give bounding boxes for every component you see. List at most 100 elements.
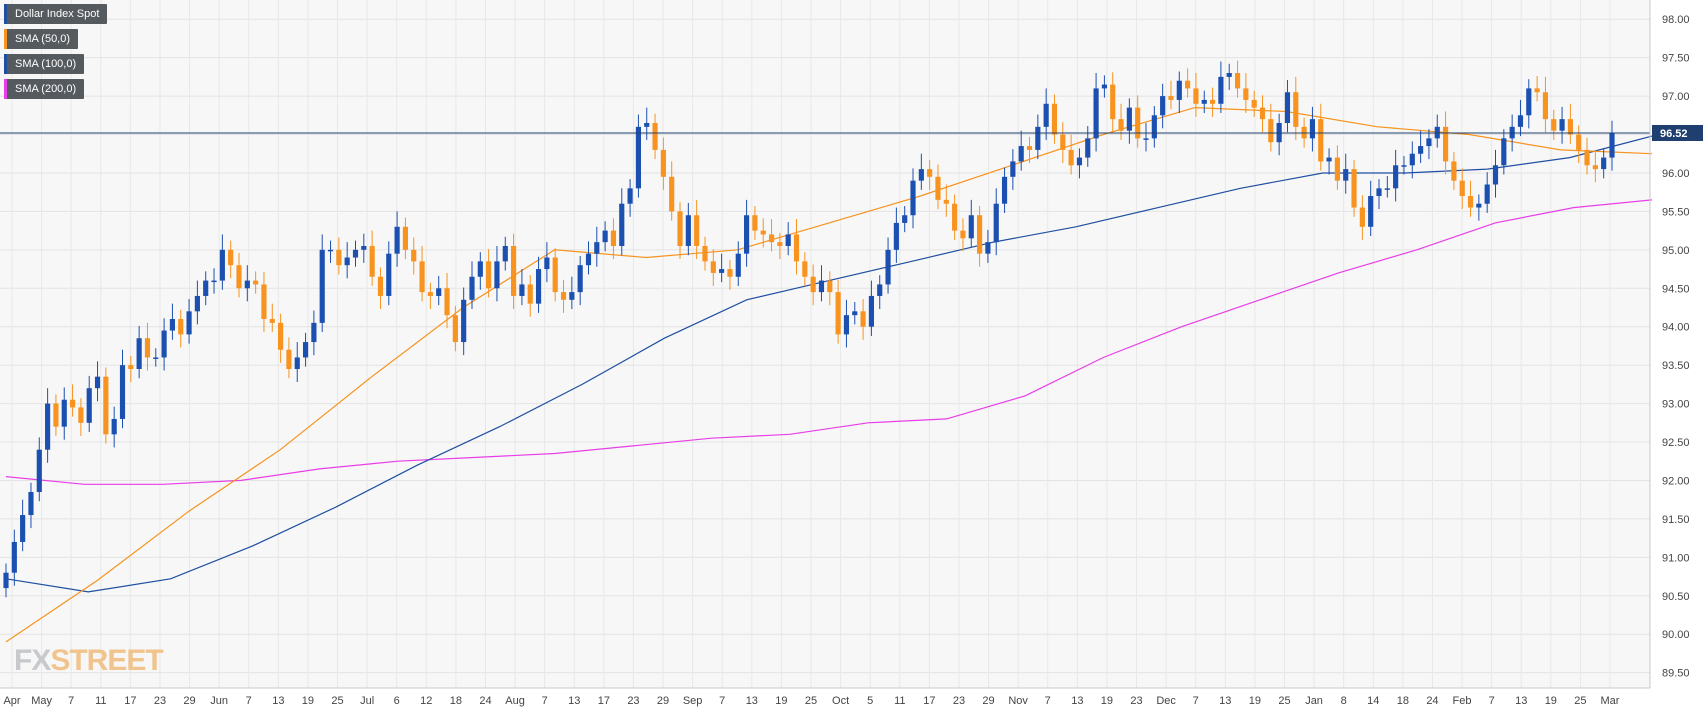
x-tick-label: 8 — [1341, 695, 1347, 707]
candle-body — [1542, 92, 1549, 120]
legend-item-sma100[interactable]: SMA (100,0) — [4, 54, 85, 74]
candle-body — [885, 249, 891, 285]
x-tick-label: 13 — [1515, 695, 1527, 707]
candle-body — [1243, 88, 1249, 100]
candle-body — [1110, 84, 1116, 120]
x-tick-label: Apr — [3, 695, 20, 707]
candle-body — [386, 253, 392, 296]
candle-body — [1018, 146, 1024, 162]
candle-body — [1143, 138, 1149, 140]
candle-body — [94, 376, 101, 389]
candle-body — [977, 215, 983, 254]
x-tick-label: 7 — [246, 695, 252, 707]
x-tick-label: Sep — [683, 695, 703, 707]
legend-swatch — [4, 79, 7, 99]
candle-body — [1309, 119, 1316, 139]
candle-body — [327, 249, 334, 252]
candle-body — [893, 222, 899, 250]
candle-body — [1517, 115, 1524, 127]
legend-label: SMA (200,0) — [15, 83, 77, 95]
candle-body — [910, 180, 916, 216]
x-tick-label: 19 — [775, 695, 787, 707]
candle-body — [1476, 203, 1482, 208]
candle-body — [128, 365, 134, 369]
x-tick-label: 6 — [394, 695, 400, 707]
candle-body — [1343, 169, 1349, 181]
candle-body — [1076, 157, 1083, 166]
candle-body — [1293, 92, 1299, 127]
grid — [0, 0, 1650, 688]
legend-item-sma50[interactable]: SMA (50,0) — [4, 29, 79, 49]
x-tick-label: 18 — [1397, 695, 1409, 707]
candle-body — [153, 357, 159, 359]
x-tick-label: Mar — [1601, 695, 1620, 707]
candle-body — [577, 265, 583, 293]
legend-item-price[interactable]: Dollar Index Spot — [4, 4, 108, 24]
candle-body — [993, 203, 999, 243]
candle-body — [411, 249, 417, 262]
candle-body — [644, 122, 650, 127]
legend-swatch — [4, 29, 7, 49]
candle-body — [710, 261, 716, 273]
x-tick-label: 23 — [627, 695, 639, 707]
x-tick-label: 17 — [124, 695, 136, 707]
candle-body — [1268, 119, 1274, 143]
candle-body — [1451, 161, 1457, 181]
x-tick-label: 13 — [746, 695, 758, 707]
candle-body — [494, 261, 500, 289]
candle-body — [560, 292, 567, 300]
y-tick-label: 97.50 — [1662, 53, 1690, 65]
candle-body — [918, 169, 924, 181]
y-axis: 98.0097.5097.0096.5096.0095.5095.0094.50… — [1649, 0, 1690, 688]
candle-body — [685, 215, 691, 246]
candle-body — [61, 399, 67, 427]
x-tick-label: 19 — [1249, 695, 1261, 707]
legend-item-sma200[interactable]: SMA (200,0) — [4, 79, 85, 99]
candle-body — [860, 311, 866, 327]
x-tick-label: 19 — [302, 695, 314, 707]
x-tick-label: 7 — [1489, 695, 1495, 707]
y-tick-label: 90.00 — [1662, 629, 1690, 641]
x-tick-label: Jun — [210, 695, 228, 707]
candle-body — [619, 203, 625, 246]
candle-body — [1368, 196, 1374, 227]
candle-body — [1101, 84, 1107, 89]
candle-body — [843, 315, 850, 335]
candle-body — [269, 319, 275, 323]
candle-body — [69, 399, 76, 408]
candle-body — [1559, 119, 1565, 131]
candle-body — [1576, 134, 1582, 150]
candle-body — [461, 299, 467, 343]
candle-body — [694, 215, 700, 246]
candle-body — [793, 234, 800, 262]
candle-body — [1093, 88, 1099, 139]
candle-body — [1160, 96, 1166, 116]
candle-body — [236, 265, 242, 289]
candle-body — [194, 295, 200, 312]
candle-body — [602, 230, 608, 243]
candle-body — [1001, 176, 1008, 204]
candle-body — [1359, 207, 1365, 227]
candle-body — [1418, 146, 1424, 154]
legend-label: Dollar Index Spot — [15, 8, 100, 20]
candle-body — [1176, 80, 1182, 100]
candle-body — [28, 491, 34, 516]
candle-body — [527, 284, 533, 304]
candle-body — [336, 249, 342, 266]
candle-body — [1492, 165, 1499, 185]
sma50-line — [5, 106, 1653, 643]
candle-body — [186, 311, 192, 335]
y-tick-label: 95.50 — [1662, 206, 1690, 218]
x-tick-label: 25 — [1574, 695, 1586, 707]
candle-body — [1609, 132, 1615, 158]
x-tick-label: 24 — [479, 695, 491, 707]
candle-body — [1526, 88, 1532, 116]
x-tick-label: 12 — [420, 695, 432, 707]
candle-body — [635, 126, 641, 189]
candle-body — [1551, 119, 1557, 131]
candle-body — [53, 403, 59, 427]
candle-body — [253, 280, 259, 285]
x-tick-label: 5 — [867, 695, 873, 707]
candle-body — [1376, 188, 1382, 197]
candle-body — [1026, 146, 1033, 150]
